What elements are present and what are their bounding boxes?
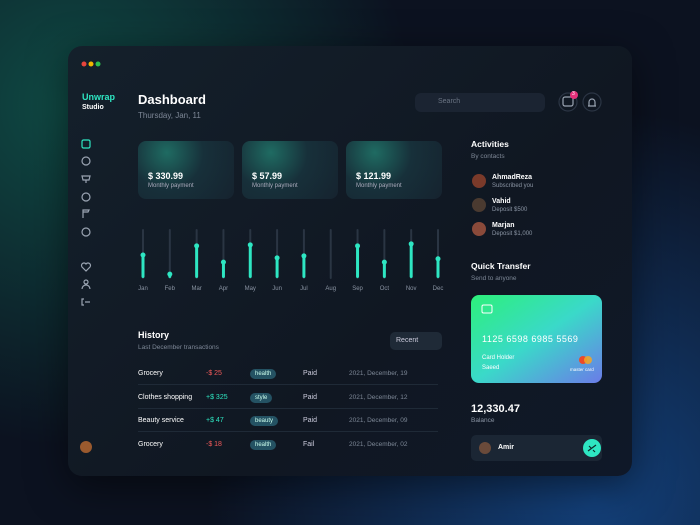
- month-label: Jun: [272, 286, 282, 292]
- search-box[interactable]: [415, 93, 545, 112]
- item-tag: style: [250, 392, 273, 403]
- month-label: Feb: [164, 286, 175, 292]
- card-amount: $ 330.99: [148, 171, 184, 181]
- activities-title: Activities: [471, 139, 509, 149]
- row-divider: [138, 407, 438, 409]
- item-status: Paid: [303, 417, 318, 425]
- month-label: Jan: [138, 286, 148, 292]
- month-label: Apr: [218, 286, 229, 292]
- item-amount: -$ 18: [206, 441, 222, 449]
- notification-badge: 3: [572, 91, 575, 97]
- bar-cap: [274, 255, 280, 261]
- item-amount: +$ 47: [206, 417, 224, 425]
- app-window: [68, 46, 632, 476]
- bar: [302, 255, 306, 278]
- item-amount: -$ 25: [206, 370, 222, 377]
- activities-subtitle: By contacts: [471, 153, 505, 160]
- date: Thursday, Jan, 11: [138, 111, 201, 120]
- bar-cap: [355, 243, 361, 249]
- item-date: 2021, December, 12: [349, 393, 408, 401]
- card-label: Monthly payment: [148, 183, 194, 189]
- bar: [382, 262, 386, 278]
- contact-avatar: [472, 198, 486, 212]
- bar: [248, 244, 252, 278]
- month-label: Oct: [379, 286, 390, 292]
- item-amount: +$ 325: [206, 393, 228, 401]
- card-number: 1125 6598 6985 5569: [482, 334, 579, 344]
- month-label: Jul: [300, 286, 308, 292]
- summary-card: [138, 141, 234, 199]
- item-tag: health: [250, 369, 277, 379]
- bar: [436, 258, 440, 278]
- bar-cap: [220, 259, 226, 265]
- month-label: Dec: [432, 286, 444, 292]
- brand-sub: Studio: [82, 104, 104, 111]
- bar-cap: [408, 241, 414, 247]
- card-brand: master card: [570, 367, 594, 372]
- bar-cap: [381, 259, 387, 265]
- history-subtitle: Last December transactions: [138, 344, 219, 351]
- contact-note: Deposit $500: [492, 207, 528, 213]
- summary-card: [346, 141, 442, 199]
- bar: [409, 243, 413, 278]
- item-name: Grocery: [138, 441, 163, 449]
- balance-label: Balance: [471, 417, 495, 424]
- bar-cap: [140, 252, 146, 258]
- contact-name: Vahid: [492, 198, 511, 205]
- card-label: Monthly payment: [252, 183, 298, 189]
- item-date: 2021, December, 09: [349, 417, 408, 425]
- bar: [356, 245, 360, 278]
- item-name: Beauty service: [138, 417, 184, 425]
- transfer-title: Quick Transfer: [471, 261, 531, 271]
- contact-note: Subscribed you: [492, 183, 534, 189]
- recipient: Amir: [498, 444, 514, 451]
- item-tag: beauty: [250, 416, 279, 427]
- contact-avatar: [472, 222, 486, 236]
- card-holder-label: Card Holder: [482, 355, 515, 361]
- row-divider: [138, 384, 438, 385]
- item-tag: health: [250, 440, 277, 451]
- bar-cap: [435, 256, 441, 262]
- month-label: Nov: [405, 286, 417, 292]
- bar: [141, 254, 145, 278]
- item-date: 2021, December, 02: [349, 441, 408, 449]
- bar: [221, 262, 225, 278]
- bar: [195, 245, 199, 278]
- item-name: Clothes shopping: [138, 393, 193, 401]
- item-status: Paid: [303, 393, 318, 401]
- card-label: Monthly payment: [356, 183, 402, 189]
- bar-cap: [247, 242, 253, 248]
- contact-avatar: [472, 174, 486, 188]
- card-amount: $ 57.99: [252, 171, 283, 181]
- item-status: Paid: [303, 370, 318, 377]
- month-label: Aug: [325, 286, 337, 292]
- search-placeholder: Search: [438, 98, 461, 105]
- history-title: History: [138, 330, 170, 340]
- brand-name: Unwrap: [82, 92, 116, 102]
- bar-cap: [167, 271, 173, 277]
- month-label: Sep: [352, 286, 363, 292]
- transfer-subtitle: Send to anyone: [471, 275, 517, 282]
- bar-cap: [194, 243, 200, 249]
- item-date: 2021, December, 19: [349, 370, 408, 377]
- filter-dropdown[interactable]: [390, 332, 442, 350]
- balance: 12,330.47: [471, 403, 520, 415]
- contact-note: Deposit $1,000: [492, 231, 533, 237]
- item-name: Grocery: [138, 370, 163, 377]
- row-divider: [138, 431, 438, 433]
- month-label: Mar: [191, 286, 202, 292]
- bar-cap: [301, 253, 307, 259]
- contact-name: AhmadReza: [492, 174, 533, 181]
- item-status: Fail: [303, 441, 315, 449]
- month-label: May: [244, 286, 256, 292]
- contact-name: Marjan: [492, 222, 515, 229]
- bar: [275, 257, 279, 278]
- summary-card: [242, 141, 338, 199]
- page-title: Dashboard: [138, 92, 206, 107]
- card-holder: Saeed: [482, 365, 500, 371]
- card-amount: $ 121.99: [356, 171, 392, 181]
- filter-label: Recent: [396, 337, 419, 344]
